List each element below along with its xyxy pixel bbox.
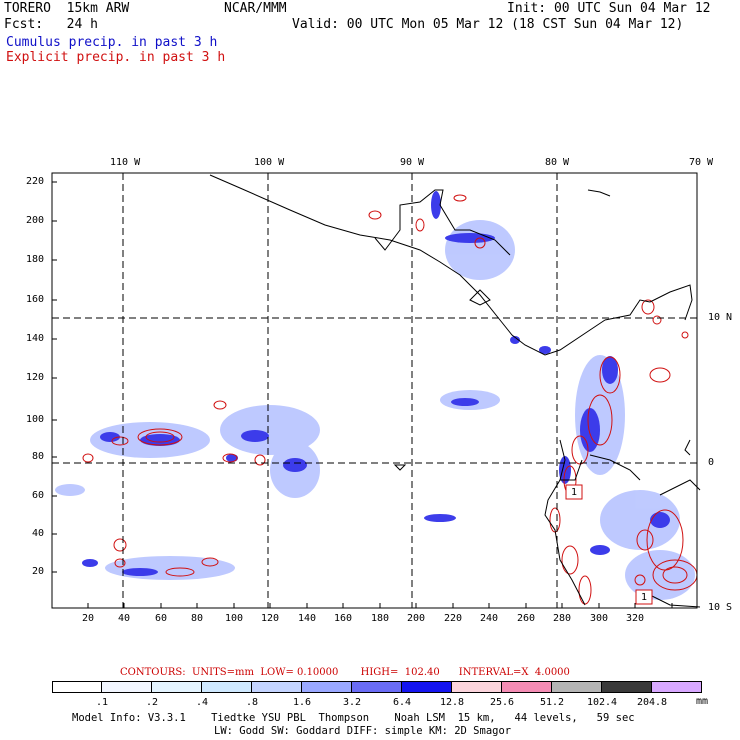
x-tick-label: 20 bbox=[82, 613, 95, 624]
legend-swatch bbox=[201, 681, 252, 693]
legend-swatch bbox=[551, 681, 602, 693]
coastlines bbox=[209, 174, 701, 608]
legend-level: 204.8 bbox=[636, 697, 668, 708]
marker-box bbox=[635, 589, 653, 605]
lon-label: 110 W bbox=[110, 157, 141, 168]
y-tick-label: 200 bbox=[26, 215, 45, 226]
legend-swatch bbox=[451, 681, 502, 693]
legend-level: 6.4 bbox=[392, 697, 412, 708]
y-tick-label: 60 bbox=[32, 490, 45, 501]
lon-label: 80 W bbox=[545, 157, 570, 168]
lon-label: 100 W bbox=[254, 157, 285, 168]
y-tick-label: 100 bbox=[26, 414, 45, 425]
y-tick-label: 120 bbox=[26, 372, 45, 383]
legend-level: 12.8 bbox=[439, 697, 465, 708]
map-frame bbox=[51, 172, 698, 609]
explicit-precip-contours bbox=[82, 194, 698, 605]
legend-level: 51.2 bbox=[539, 697, 565, 708]
y-tick-label: 180 bbox=[26, 254, 45, 265]
axis-ticks bbox=[52, 181, 673, 608]
lat-lon-grid bbox=[52, 173, 697, 608]
y-tick-label: 220 bbox=[26, 176, 45, 187]
x-tick-label: 160 bbox=[334, 613, 353, 624]
legend-level: 25.6 bbox=[489, 697, 515, 708]
legend-swatch bbox=[601, 681, 652, 693]
legend-swatch bbox=[501, 681, 552, 693]
legend-level: 102.4 bbox=[586, 697, 618, 708]
x-tick-label: 260 bbox=[517, 613, 536, 624]
x-tick-label: 80 bbox=[191, 613, 204, 624]
init-time: Init: 00 UTC Sun 04 Mar 12 bbox=[507, 1, 711, 16]
field-title-explicit: Explicit precip. in past 3 h bbox=[6, 50, 226, 65]
y-tick-label: 140 bbox=[26, 333, 45, 344]
legend-level: .2 bbox=[145, 697, 159, 708]
lat-label: 10 S bbox=[708, 602, 733, 613]
precip-light bbox=[55, 220, 695, 600]
valid-time: Valid: 00 UTC Mon 05 Mar 12 (18 CST Sun … bbox=[292, 17, 684, 32]
physics-info: LW: Godd SW: Goddard DIFF: simple KM: 2D… bbox=[214, 725, 512, 737]
x-tick-label: 100 bbox=[225, 613, 244, 624]
lon-label: 90 W bbox=[400, 157, 425, 168]
legend-swatch bbox=[351, 681, 402, 693]
x-tick-label: 220 bbox=[444, 613, 463, 624]
model-info: Model Info: V3.3.1 Tiedtke YSU PBL Thomp… bbox=[72, 712, 635, 724]
legend-swatch bbox=[101, 681, 152, 693]
marker-label: 1 bbox=[641, 592, 648, 603]
lat-label: 0 bbox=[708, 457, 715, 468]
legend-swatch bbox=[151, 681, 202, 693]
x-tick-label: 240 bbox=[480, 613, 499, 624]
legend-level: .1 bbox=[95, 697, 109, 708]
y-tick-label: 40 bbox=[32, 528, 45, 539]
forecast-hour: Fcst: 24 h bbox=[4, 17, 98, 32]
legend-swatch bbox=[301, 681, 352, 693]
x-tick-label: 60 bbox=[155, 613, 168, 624]
x-tick-label: 280 bbox=[553, 613, 572, 624]
legend-swatch bbox=[651, 681, 702, 693]
y-tick-label: 80 bbox=[32, 451, 45, 462]
marker-label: 1 bbox=[571, 487, 578, 498]
model-name: TORERO 15km ARW bbox=[4, 1, 130, 16]
organization: NCAR/MMM bbox=[224, 1, 287, 16]
y-tick-label: 20 bbox=[32, 566, 45, 577]
y-tick-label: 160 bbox=[26, 294, 45, 305]
legend-level: .8 bbox=[245, 697, 259, 708]
legend-level: 1.6 bbox=[292, 697, 312, 708]
lon-label: 70 W bbox=[689, 157, 714, 168]
field-title-cumulus: Cumulus precip. in past 3 h bbox=[6, 35, 218, 50]
legend-swatch bbox=[251, 681, 302, 693]
x-tick-label: 180 bbox=[371, 613, 390, 624]
x-tick-label: 140 bbox=[298, 613, 317, 624]
legend-units: mm bbox=[696, 696, 709, 707]
x-tick-label: 120 bbox=[261, 613, 280, 624]
cumulus-precip-areas bbox=[55, 191, 695, 600]
x-tick-label: 320 bbox=[626, 613, 645, 624]
x-tick-label: 200 bbox=[407, 613, 426, 624]
contour-info: CONTOURS: UNITS=mm LOW= 0.10000 HIGH= 10… bbox=[120, 667, 570, 678]
legend-swatch bbox=[401, 681, 452, 693]
lat-label: 10 N bbox=[708, 312, 733, 323]
x-tick-label: 40 bbox=[118, 613, 131, 624]
marker-box bbox=[565, 484, 583, 500]
precip-map bbox=[51, 172, 701, 609]
x-tick-label: 300 bbox=[590, 613, 609, 624]
legend-swatch bbox=[52, 681, 102, 693]
legend-level: .4 bbox=[195, 697, 209, 708]
legend-level: 3.2 bbox=[342, 697, 362, 708]
